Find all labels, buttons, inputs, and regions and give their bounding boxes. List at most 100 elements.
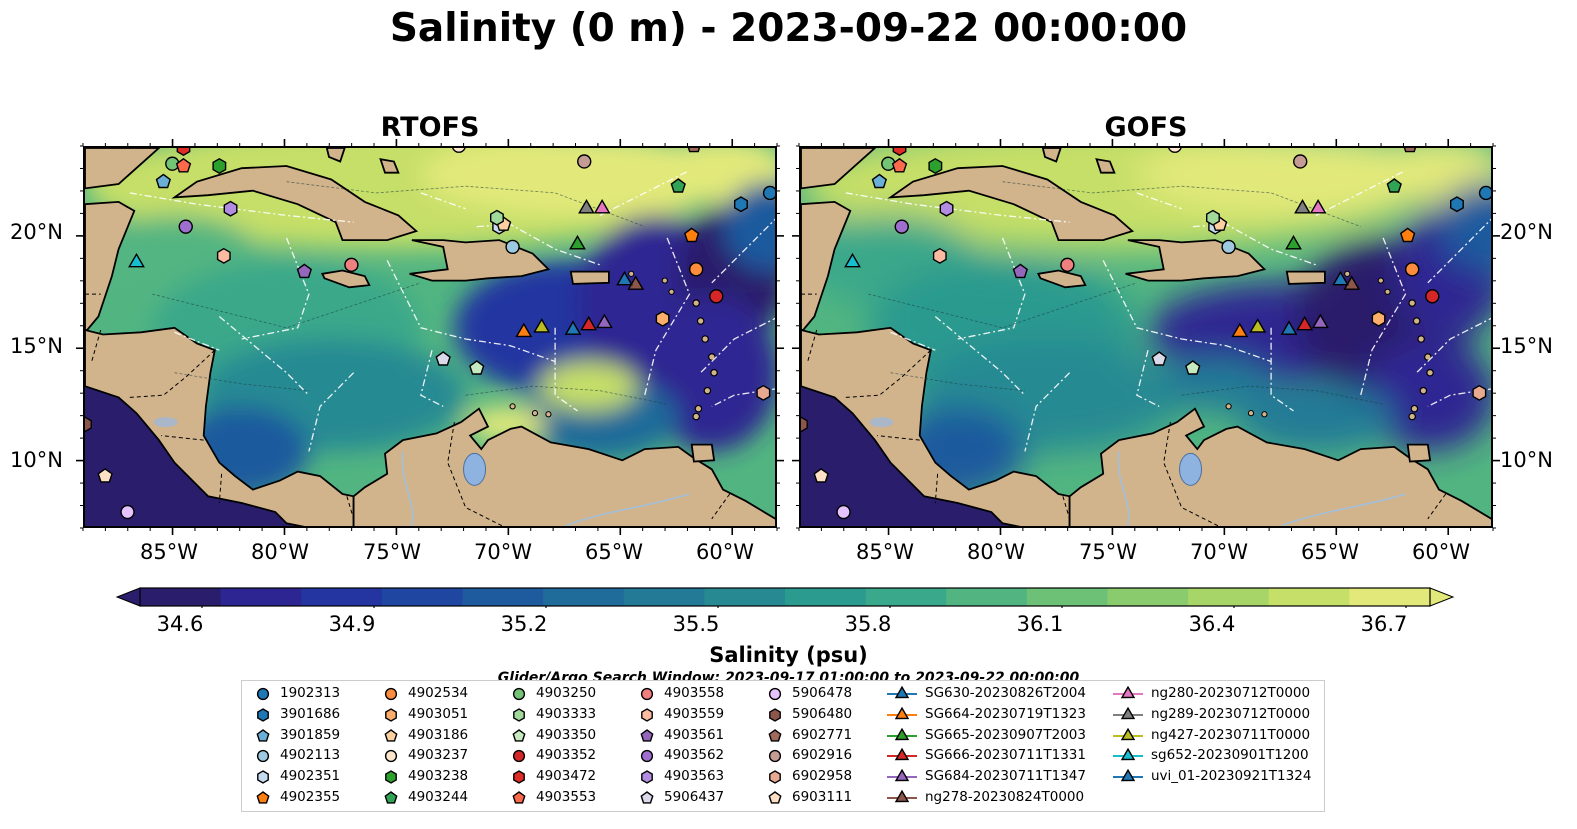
lat-label-right-15: 15°N [1500,334,1553,358]
gofs-marker-4902534 [1404,262,1420,277]
hexagon-marker-icon [641,707,653,722]
rtofs-marker-ng278-20230824T0000 [627,275,645,290]
legend-label: 4903244 [408,789,469,805]
rtofs-marker-4903352 [709,289,724,304]
legend-label: SG665-20230907T2003 [925,726,1086,743]
triangle-marker-icon [887,727,917,740]
gofs-marker-4903244 [1386,178,1402,193]
rtofs-marker-4903051 [655,310,670,327]
circle-marker-icon [640,750,654,763]
legend-item: SG684-20230711T1347 [887,768,1086,784]
legend-label: 4903186 [408,726,469,743]
rtofs-marker-6903111 [97,468,113,483]
legend-item: 5906480 [766,706,852,722]
hexagon-marker-icon [385,707,397,722]
lon-label-left-80w: 80°W [251,540,309,564]
gofs-marker-3901859 [871,173,888,189]
legend-item: 4903244 [382,789,468,805]
legend-marker-4903186 [384,728,398,742]
legend-item: 4903238 [382,768,468,784]
rtofs-marker-4903238 [212,157,227,175]
gofs-marker-4903237 [1168,148,1182,153]
legend-marker-4903051 [385,707,397,722]
platform-legend: 1902313 3901686 3901859 4902113 4902351 49023… [241,680,1325,812]
legend-label: 4903559 [664,705,725,722]
legend-item: 4903558 [638,685,724,701]
legend-marker-5906480 [769,707,781,722]
legend-marker-SG630-20230826T2004 [894,685,910,699]
legend-marker-4903350 [512,728,526,742]
legend-label: 4903558 [664,685,725,701]
gofs-marker-6902771 [1403,148,1417,153]
legend-item: 6903111 [766,789,852,805]
circle-marker-icon [384,750,398,763]
legend-item: 3901859 [254,727,340,743]
gofs-marker-4903563 [939,200,954,217]
legend-label: ng289-20230712T0000 [1151,705,1311,722]
pentagon-marker-icon [256,791,270,804]
triangle-marker-icon [1113,685,1143,699]
lon-label-right-70w: 70°W [1190,540,1248,564]
legend-item: 5906478 [766,685,852,701]
legend-label: 4902355 [280,789,341,805]
legend-marker-1902313 [256,687,270,701]
gofs-marker-3901686 [1450,196,1464,213]
triangle-marker-icon [1113,706,1143,720]
colorbar-tick-34.9: 34.9 [328,612,376,636]
pentagon-marker-icon [512,791,526,804]
pentagon-marker-icon [640,791,654,804]
hexagon-marker-icon [257,707,269,722]
legend-label: 4902113 [280,747,341,764]
legend-label: 5906480 [792,705,853,722]
rtofs-marker-4903237 [452,148,466,153]
rtofs-marker-5906480 [85,416,92,433]
legend-label: ng427-20230711T0000 [1151,726,1311,743]
legend-label: SG664-20230719T1323 [925,705,1086,722]
legend-item: 4903250 [510,685,596,701]
legend-item: 4903333 [510,706,596,722]
legend-marker-4903333 [513,707,525,722]
legend-label: 4903553 [536,789,597,805]
circle-marker-icon [768,687,782,701]
legend-label: 6902916 [792,747,853,764]
rtofs-marker-5906437 [435,351,451,366]
pentagon-marker-icon [640,728,654,742]
legend-marker-6902958 [769,770,781,784]
rtofs-marker-1902313 [762,185,775,201]
circle-marker-icon [384,687,398,701]
rtofs-marker-ng280-20230712T0000 [593,198,611,214]
legend-label: 4903333 [536,705,597,722]
gofs-marker-SG665-20230907T2003 [1285,234,1302,250]
hexagon-marker-icon [769,707,781,722]
legend-marker-4903561 [640,728,654,742]
colorbar-swatch [946,588,1028,606]
legend-marker-4903559 [641,707,653,722]
legend-label: 4903051 [408,705,469,722]
gofs-marker-1902313 [1478,185,1491,201]
legend-marker-4903352 [512,750,526,763]
legend-item: 4903352 [510,747,596,763]
colorbar-tick-35.8: 35.8 [844,612,892,636]
legend-marker-4903250 [512,687,526,701]
rtofs-marker-3901859 [155,173,172,189]
legend-label: SG630-20230826T2004 [925,685,1086,701]
rtofs-marker-4903244 [670,178,686,193]
pentagon-marker-icon [768,791,782,804]
circle-marker-icon [512,687,526,701]
legend-label: 5906437 [664,789,725,805]
gofs-marker-ng289-20230712T0000 [1294,198,1311,214]
rtofs-marker-3901686 [734,196,748,213]
legend-marker-SG664-20230719T1323 [894,706,910,720]
triangle-marker-icon [1113,748,1143,761]
legend-marker-6902916 [768,750,782,763]
legend-marker-ng427-20230711T0000 [1120,727,1136,740]
legend-label: 3901686 [280,705,341,722]
legend-item: 4903563 [638,768,724,784]
legend-marker-ng278-20230824T0000 [894,789,910,803]
legend-item: SG665-20230907T2003 [887,727,1086,743]
colorbar-swatch [1188,588,1270,606]
rtofs-marker-4903472 [176,148,191,157]
lon-label-right-85w: 85°W [856,540,914,564]
rtofs-marker-ng427-20230711T0000 [533,318,551,333]
